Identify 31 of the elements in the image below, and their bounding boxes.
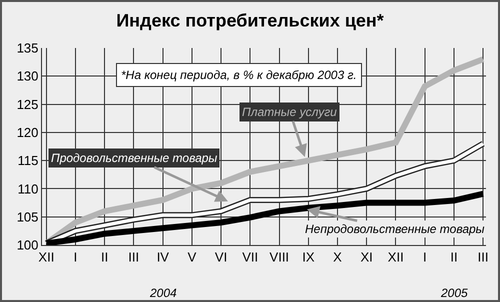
- x-tick-label: VIII: [270, 250, 290, 265]
- chart-title: Индекс потребительских цен*: [116, 10, 384, 31]
- x-tick-label: II: [450, 250, 458, 265]
- text: 2005: [440, 286, 468, 300]
- y-tick-label: 100: [16, 238, 38, 253]
- y-tick-label: 130: [16, 68, 38, 84]
- y-tick-label: 120: [16, 124, 38, 140]
- y-tick-label: 135: [16, 40, 38, 56]
- y-tick-label: 115: [18, 153, 38, 168]
- x-tick-label: XII: [38, 250, 54, 265]
- annotation: *На конец периода, в % к декабрю 2003 г.: [121, 68, 357, 82]
- x-tick-label: I: [74, 250, 78, 265]
- x-tick-label: VI: [214, 250, 228, 265]
- x-tick-label: V: [188, 250, 197, 265]
- y-tick-label: 105: [16, 209, 38, 224]
- x-tick-label: X: [333, 250, 342, 265]
- text: Продовольственные товары: [51, 151, 218, 165]
- y-tick-label: 110: [18, 181, 38, 196]
- x-tick-label: I: [423, 250, 427, 265]
- text: 2004: [149, 286, 178, 300]
- x-tick-label: II: [100, 250, 108, 265]
- x-tick-label: III: [478, 250, 489, 265]
- x-tick-label: III: [128, 250, 140, 265]
- x-tick-label: VII: [242, 250, 258, 265]
- text: Платные услуги: [242, 105, 338, 119]
- series-label: Непродовольственные товары: [305, 222, 485, 236]
- x-tick-label: XII: [388, 250, 404, 265]
- x-tick-label: IV: [156, 250, 170, 265]
- x-tick-label: IX: [302, 250, 315, 265]
- y-tick-label: 125: [16, 96, 38, 112]
- x-tick-label: XI: [360, 250, 373, 265]
